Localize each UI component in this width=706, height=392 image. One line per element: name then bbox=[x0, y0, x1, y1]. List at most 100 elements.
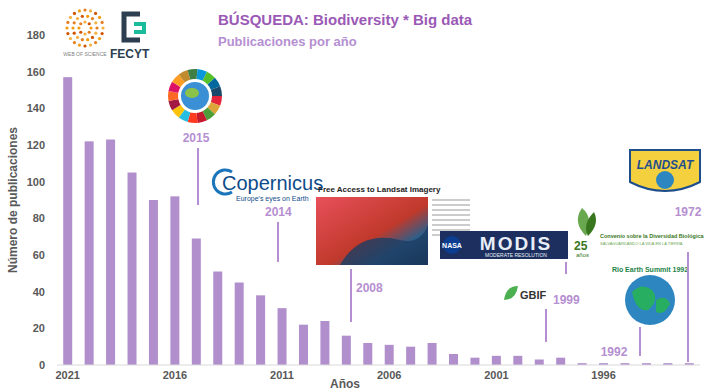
logo-dot bbox=[69, 16, 72, 19]
y-tick-label: 140 bbox=[27, 102, 45, 114]
logo-rio: Rio Earth Summit 1992 bbox=[612, 266, 688, 325]
logo-shape bbox=[632, 286, 655, 310]
x-tick-label: 2006 bbox=[377, 369, 401, 381]
x-tick-label: 2011 bbox=[270, 369, 294, 381]
logo-dot bbox=[83, 20, 86, 23]
bar bbox=[428, 343, 437, 365]
bars bbox=[63, 77, 694, 365]
y-tick-label: 40 bbox=[33, 286, 45, 298]
logo-dot bbox=[73, 12, 76, 15]
bar bbox=[492, 356, 501, 365]
logo-text: MODIS bbox=[480, 233, 552, 254]
logo-text: Convenio sobre la Diversidad Biológica bbox=[600, 233, 705, 239]
logo-dot bbox=[89, 9, 92, 12]
logo-dot bbox=[66, 32, 69, 35]
logo-text: MODERATE RESOLUTION bbox=[485, 252, 547, 258]
y-tick bbox=[54, 35, 57, 36]
logo-shape bbox=[630, 150, 700, 191]
bar bbox=[556, 358, 565, 365]
bar bbox=[256, 295, 265, 365]
logo-text-line bbox=[432, 204, 470, 206]
logo-dot bbox=[69, 37, 72, 40]
page: {"chart_data": { "type": "bar", "title":… bbox=[0, 0, 706, 392]
logo-fecyt: FECYT bbox=[110, 14, 150, 61]
logo-shape bbox=[443, 236, 461, 254]
logo-text: Europe's eyes on Earth bbox=[236, 195, 309, 203]
logo-dot bbox=[101, 32, 104, 35]
logo-dot bbox=[83, 44, 86, 47]
logo-dot bbox=[94, 12, 97, 15]
chart: WEB OF SCIENCEFECYTBÚSQUEDA: Biodiversit… bbox=[0, 0, 706, 392]
annotation-label: 1972 bbox=[675, 205, 702, 219]
y-tick-label: 120 bbox=[27, 139, 45, 151]
annotation-line bbox=[565, 262, 567, 274]
annotation-line bbox=[197, 148, 199, 205]
y-tick bbox=[54, 365, 57, 366]
x-tick-label: 1996 bbox=[591, 369, 615, 381]
y-tick bbox=[54, 108, 57, 109]
y-tick bbox=[54, 328, 57, 329]
logo-dot bbox=[89, 26, 92, 29]
logo-shape bbox=[185, 88, 199, 98]
logo-modis: NASAMODISMODERATE RESOLUTION bbox=[440, 231, 568, 259]
logo-text: 25 bbox=[574, 239, 588, 253]
logo-text: SALVAGUARDANDO LA VIDA EN LA TIERRA bbox=[600, 241, 683, 246]
bar bbox=[235, 283, 244, 366]
bar bbox=[535, 360, 544, 366]
annotation-label: 2015 bbox=[183, 131, 210, 145]
annotation-line bbox=[687, 252, 689, 362]
y-tick bbox=[54, 218, 57, 219]
annotation-label: 1992 bbox=[601, 345, 628, 359]
logo-shape bbox=[656, 298, 670, 313]
logo-dot bbox=[94, 32, 97, 35]
logo-web-of-science: WEB OF SCIENCE bbox=[63, 8, 107, 57]
logo-dot bbox=[81, 38, 84, 41]
logo-text: LANDSAT bbox=[637, 158, 695, 172]
bar bbox=[170, 196, 179, 365]
logo-dot bbox=[81, 15, 84, 18]
logo-landsat: LANDSAT bbox=[630, 150, 700, 191]
logo-dot bbox=[95, 26, 98, 29]
logo-dot bbox=[73, 32, 76, 35]
logo-dot bbox=[91, 36, 94, 39]
logo-dot bbox=[79, 31, 82, 34]
subtitle: Publicaciones por año bbox=[218, 34, 357, 49]
logo-shape bbox=[625, 275, 675, 325]
logo-image bbox=[316, 197, 428, 265]
y-tick bbox=[54, 291, 57, 292]
y-tick-label: 160 bbox=[27, 66, 45, 78]
bar bbox=[149, 200, 158, 365]
logo-dot bbox=[83, 32, 86, 35]
logo-shape bbox=[440, 231, 568, 259]
logo-shape bbox=[504, 286, 518, 300]
logo-dot bbox=[78, 44, 81, 47]
logo-shape bbox=[340, 225, 428, 265]
logo-dot bbox=[101, 21, 104, 24]
logo-shape bbox=[656, 171, 674, 189]
y-tick-label: 20 bbox=[33, 322, 45, 334]
bar bbox=[385, 345, 394, 365]
logo-dot bbox=[77, 26, 80, 29]
y-tick-label: 60 bbox=[33, 249, 45, 261]
logo-dot bbox=[94, 21, 97, 24]
logo-shape bbox=[586, 212, 596, 236]
bar bbox=[320, 321, 329, 365]
logo-text-line bbox=[432, 199, 470, 201]
logo-dot bbox=[86, 38, 89, 41]
bar bbox=[63, 77, 72, 365]
logo-copernicus: CopernicusEurope's eyes on Earth bbox=[213, 170, 323, 203]
logo-shape bbox=[124, 14, 140, 40]
y-axis-title: Número de publicaciones bbox=[6, 127, 20, 273]
logo-dot bbox=[65, 26, 68, 29]
annotation-line bbox=[545, 309, 547, 342]
annotation-label: 2008 bbox=[356, 281, 383, 295]
logo-text: Rio Earth Summit 1992 bbox=[612, 266, 688, 273]
logo-dot bbox=[76, 17, 79, 20]
logo-text-line bbox=[432, 219, 470, 221]
y-tick-label: 180 bbox=[27, 29, 45, 41]
annotation-line bbox=[639, 327, 641, 356]
x-tick-label: 2001 bbox=[484, 369, 508, 381]
logo-dot bbox=[88, 31, 91, 34]
logo-gbif: GBIF bbox=[504, 286, 547, 301]
logo-dot bbox=[101, 26, 104, 29]
